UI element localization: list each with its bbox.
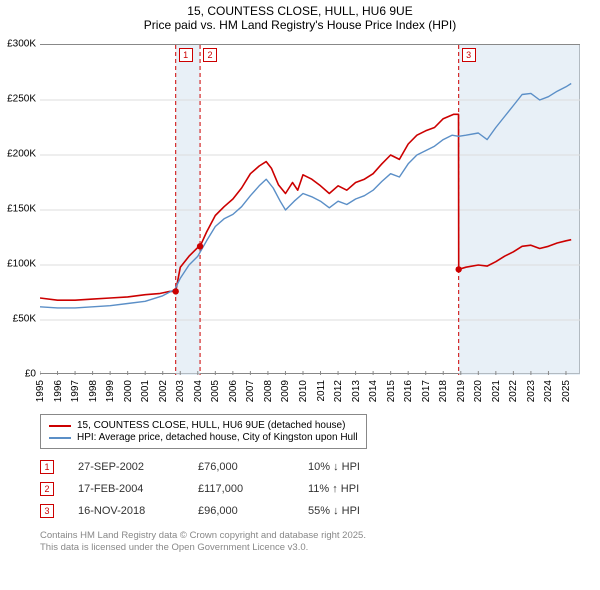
transaction-price: £76,000 [198,461,308,473]
x-axis-label: 2000 [123,380,134,402]
x-axis-label: 1999 [105,380,116,402]
y-axis-label: £300K [7,39,36,50]
x-axis-label: 2021 [491,380,502,402]
x-axis-label: 2001 [140,380,151,402]
chart-area: £0£50K£100K£150K£200K£250K£300K123199519… [40,44,580,374]
transaction-price: £117,000 [198,483,308,495]
transaction-date: 16-NOV-2018 [78,505,198,517]
x-axis-label: 1998 [88,380,99,402]
legend-row-property: 15, COUNTESS CLOSE, HULL, HU6 9UE (detac… [49,420,358,431]
legend-box: 15, COUNTESS CLOSE, HULL, HU6 9UE (detac… [40,414,367,449]
x-axis-label: 2008 [263,380,274,402]
x-axis-label: 2011 [316,380,327,402]
plot-frame [40,44,580,374]
x-axis-label: 2007 [245,380,256,402]
x-axis-label: 1997 [70,380,81,402]
x-axis-label: 2009 [280,380,291,402]
x-axis-label: 2014 [368,380,379,402]
x-axis-label: 2020 [473,380,484,402]
transactions-table: 1 27-SEP-2002 £76,000 10% ↓ HPI 2 17-FEB… [40,456,408,522]
x-axis-label: 1996 [53,380,64,402]
y-axis-label: £200K [7,149,36,160]
x-axis-label: 2018 [438,380,449,402]
x-axis-label: 2016 [403,380,414,402]
table-row: 3 16-NOV-2018 £96,000 55% ↓ HPI [40,500,408,522]
transaction-marker-2: 2 [40,482,54,496]
table-row: 2 17-FEB-2004 £117,000 11% ↑ HPI [40,478,408,500]
x-axis-label: 2010 [298,380,309,402]
legend-swatch-hpi [49,437,71,439]
x-axis-label: 2017 [421,380,432,402]
x-axis-label: 2024 [543,380,554,402]
transaction-marker-1: 1 [40,460,54,474]
chart-container: 15, COUNTESS CLOSE, HULL, HU6 9UE Price … [0,0,600,590]
x-axis-label: 1995 [35,380,46,402]
transaction-delta: 11% ↑ HPI [308,483,408,495]
event-marker-2: 2 [203,48,217,62]
y-axis-label: £250K [7,94,36,105]
transaction-date: 17-FEB-2004 [78,483,198,495]
transaction-date: 27-SEP-2002 [78,461,198,473]
x-axis-label: 2003 [175,380,186,402]
x-axis-label: 2006 [228,380,239,402]
legend-label-hpi: HPI: Average price, detached house, City… [77,432,358,443]
x-axis-label: 2013 [351,380,362,402]
title-block: 15, COUNTESS CLOSE, HULL, HU6 9UE Price … [0,0,600,33]
legend-label-property: 15, COUNTESS CLOSE, HULL, HU6 9UE (detac… [77,420,345,431]
event-marker-3: 3 [462,48,476,62]
event-marker-1: 1 [179,48,193,62]
footer-attribution: Contains HM Land Registry data © Crown c… [40,530,366,555]
plot-svg [40,45,580,375]
footer-line-1: Contains HM Land Registry data © Crown c… [40,530,366,542]
y-axis-label: £150K [7,204,36,215]
transaction-marker-3: 3 [40,504,54,518]
legend-swatch-property [49,425,71,427]
x-axis-label: 2002 [158,380,169,402]
table-row: 1 27-SEP-2002 £76,000 10% ↓ HPI [40,456,408,478]
y-axis-label: £100K [7,259,36,270]
x-axis-label: 2015 [386,380,397,402]
y-axis-label: £0 [25,369,36,380]
title-address: 15, COUNTESS CLOSE, HULL, HU6 9UE [0,4,600,18]
x-axis-label: 2004 [193,380,204,402]
x-axis-label: 2012 [333,380,344,402]
transaction-price: £96,000 [198,505,308,517]
legend-row-hpi: HPI: Average price, detached house, City… [49,432,358,443]
x-axis-label: 2025 [561,380,572,402]
x-axis-label: 2023 [526,380,537,402]
transaction-delta: 10% ↓ HPI [308,461,408,473]
y-axis-label: £50K [13,314,36,325]
title-subtitle: Price paid vs. HM Land Registry's House … [0,18,600,32]
x-axis-label: 2022 [508,380,519,402]
transaction-delta: 55% ↓ HPI [308,505,408,517]
x-axis-label: 2005 [210,380,221,402]
footer-line-2: This data is licensed under the Open Gov… [40,542,366,554]
x-axis-label: 2019 [456,380,467,402]
